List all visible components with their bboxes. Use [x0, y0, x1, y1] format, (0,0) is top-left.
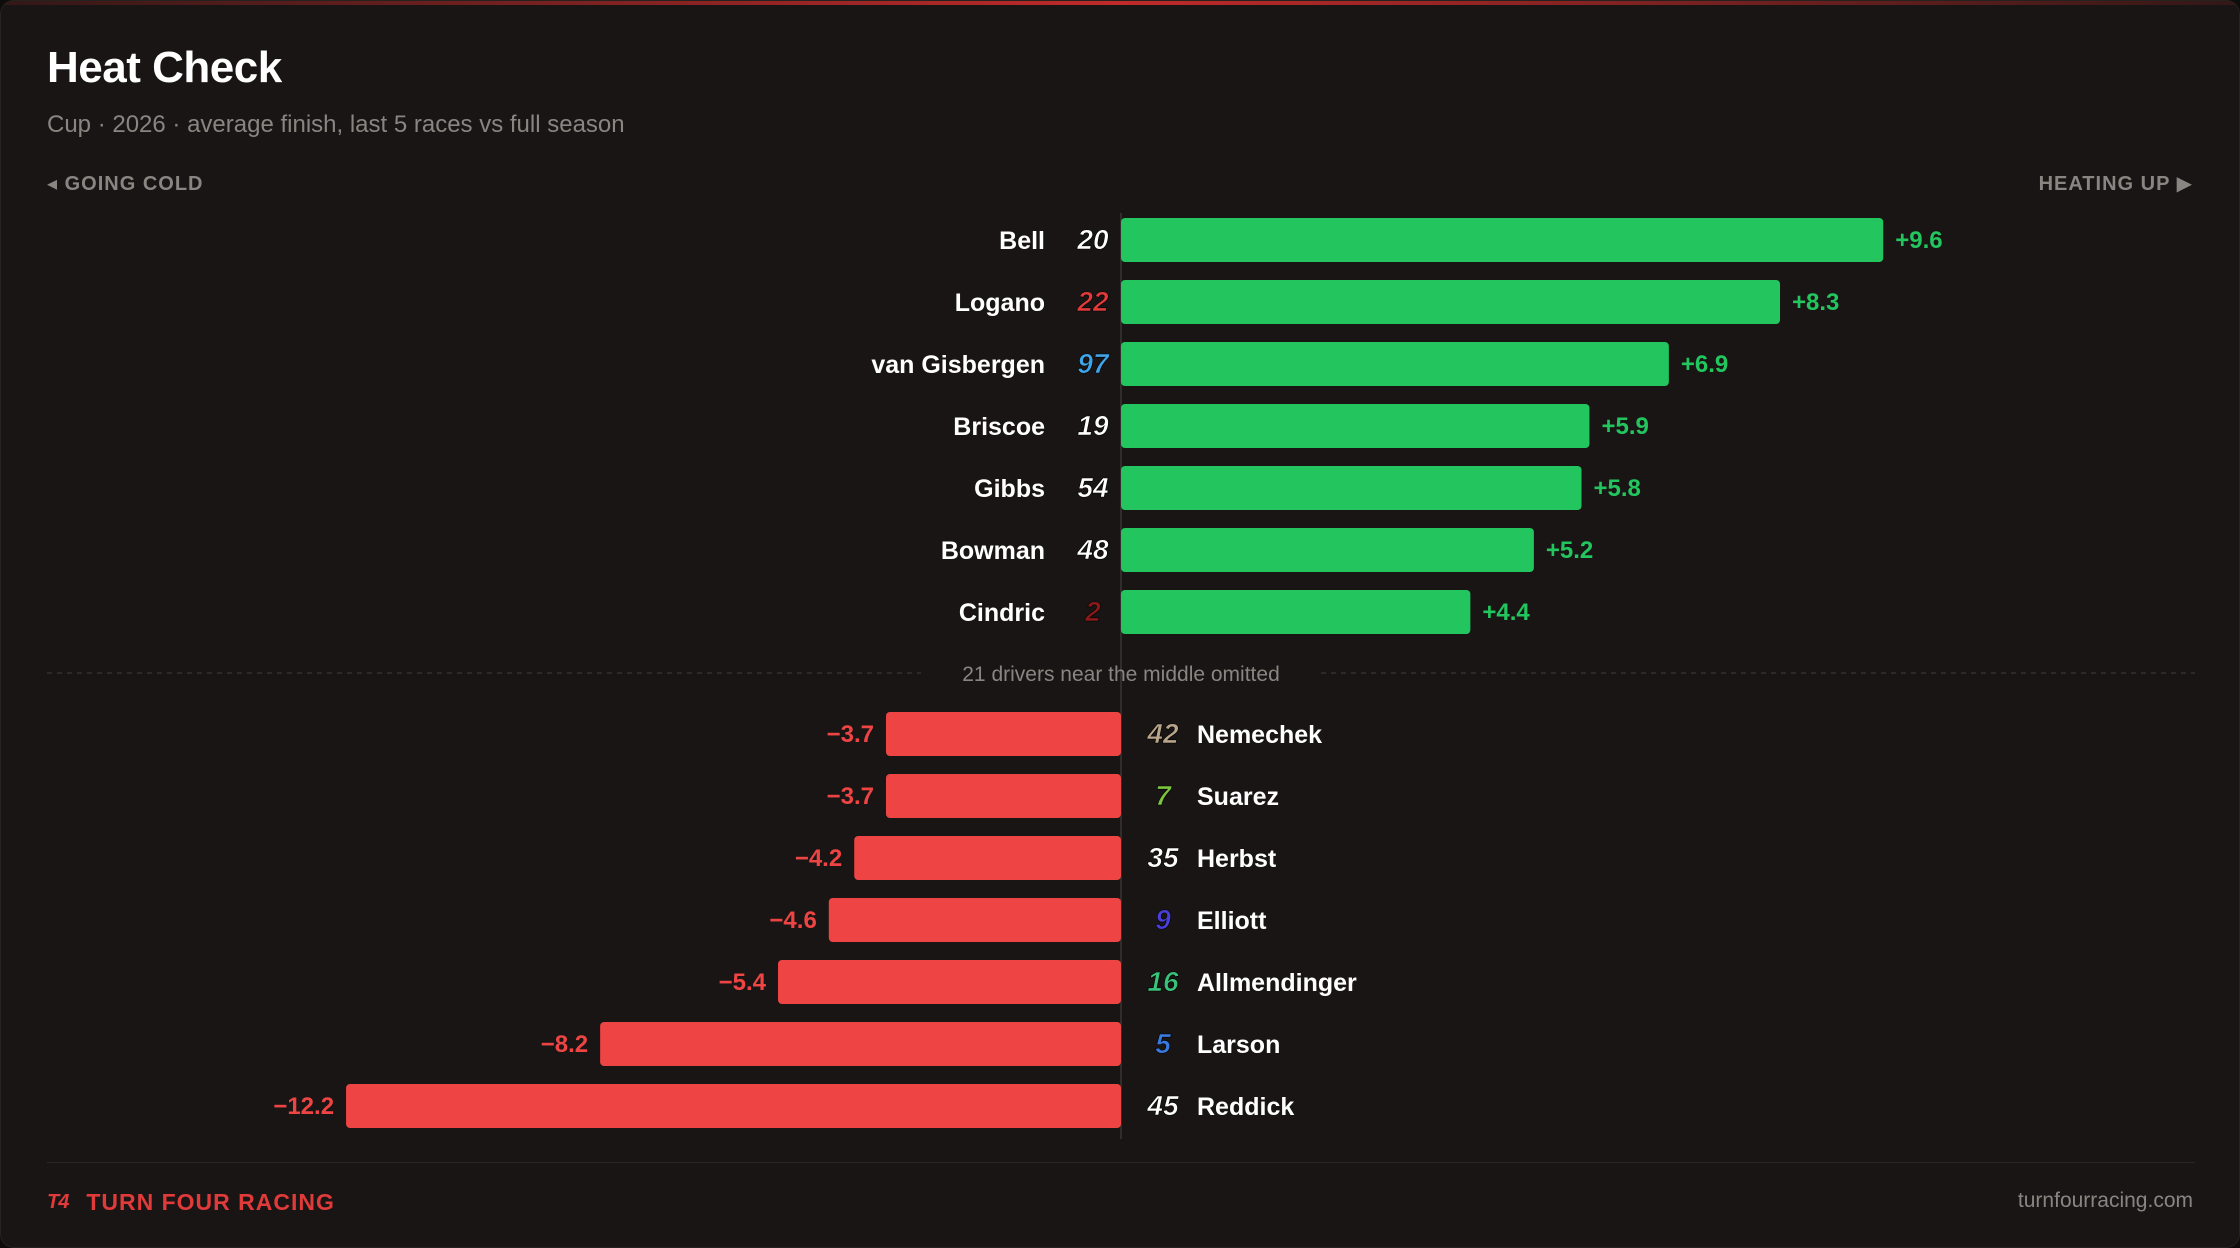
value-label: +5.2 [1546, 537, 1593, 564]
value-label: +4.4 [1482, 599, 1530, 626]
going-cold-label: ◂ GOING COLD [47, 173, 204, 195]
brand-name: TURN FOUR RACING [86, 1189, 335, 1215]
omitted-note: 21 drivers near the middle omitted [962, 663, 1280, 686]
car-number-icon: 19 [1077, 410, 1109, 441]
driver-name: Reddick [1197, 1093, 1294, 1121]
car-number-icon: 16 [1147, 966, 1179, 997]
site-link[interactable]: turnfourracing.com [2017, 1189, 2193, 1212]
value-label: +5.9 [1601, 413, 1648, 440]
bar-negative [346, 1084, 1121, 1128]
bar-positive [1121, 528, 1534, 572]
value-label: −8.2 [541, 1031, 588, 1058]
value-label: +8.3 [1792, 289, 1839, 316]
driver-name: Allmendinger [1197, 969, 1357, 997]
driver-name: Briscoe [953, 413, 1045, 441]
car-number-icon: 48 [1076, 534, 1109, 565]
car-number-icon: 20 [1076, 224, 1109, 255]
value-label: −5.4 [719, 969, 767, 996]
driver-name: Gibbs [974, 475, 1045, 503]
car-number-icon: 97 [1077, 348, 1110, 379]
driver-name: Elliott [1197, 907, 1267, 935]
car-number-icon: 2 [1084, 596, 1101, 627]
value-label: −4.2 [795, 845, 842, 872]
bar-negative [777, 960, 1121, 1004]
driver-name: Bowman [941, 537, 1045, 565]
bar-positive [1121, 342, 1669, 386]
driver-name: Suarez [1197, 783, 1279, 811]
driver-name: Larson [1197, 1031, 1280, 1059]
driver-name: Bell [999, 227, 1045, 255]
bar-negative [600, 1022, 1121, 1066]
value-label: +9.6 [1895, 227, 1942, 254]
value-label: +6.9 [1681, 351, 1728, 378]
driver-name: Logano [955, 289, 1045, 317]
bar-positive [1121, 466, 1582, 510]
accent-line [1, 1, 2239, 5]
car-number-icon: 35 [1147, 842, 1179, 873]
car-number-icon: 54 [1077, 472, 1109, 503]
car-number-icon: 42 [1146, 718, 1179, 749]
value-label: −3.7 [827, 783, 874, 810]
value-label: −3.7 [827, 721, 874, 748]
value-label: +5.8 [1594, 475, 1641, 502]
bar-positive [1121, 404, 1590, 448]
value-label: −4.6 [769, 907, 816, 934]
bar-positive [1121, 280, 1781, 324]
bar-negative [885, 774, 1121, 818]
footer-divider [47, 1162, 2195, 1163]
car-number-icon: 22 [1076, 286, 1109, 317]
brand-logo-icon: T4 [47, 1191, 69, 1213]
bar-negative [885, 712, 1121, 756]
brand: T4 TURN FOUR RACING [47, 1189, 335, 1216]
heating-up-label: HEATING UP ▶ [2038, 173, 2193, 195]
chart-title: Heat Check [47, 43, 282, 92]
driver-name: Herbst [1197, 845, 1277, 873]
bar-positive [1121, 590, 1471, 634]
driver-name: Nemechek [1197, 721, 1322, 749]
driver-name: van Gisbergen [871, 351, 1045, 379]
bar-positive [1121, 218, 1884, 262]
car-number-icon: 45 [1146, 1090, 1179, 1121]
car-number-icon: 7 [1155, 780, 1172, 811]
chart-subtitle: Cup · 2026 · average finish, last 5 race… [47, 111, 625, 138]
driver-name: Cindric [959, 599, 1045, 627]
car-number-icon: 9 [1155, 904, 1171, 935]
bar-negative [854, 836, 1121, 880]
value-label: −12.2 [273, 1093, 334, 1120]
car-number-icon: 5 [1155, 1028, 1171, 1059]
bar-negative [828, 898, 1121, 942]
